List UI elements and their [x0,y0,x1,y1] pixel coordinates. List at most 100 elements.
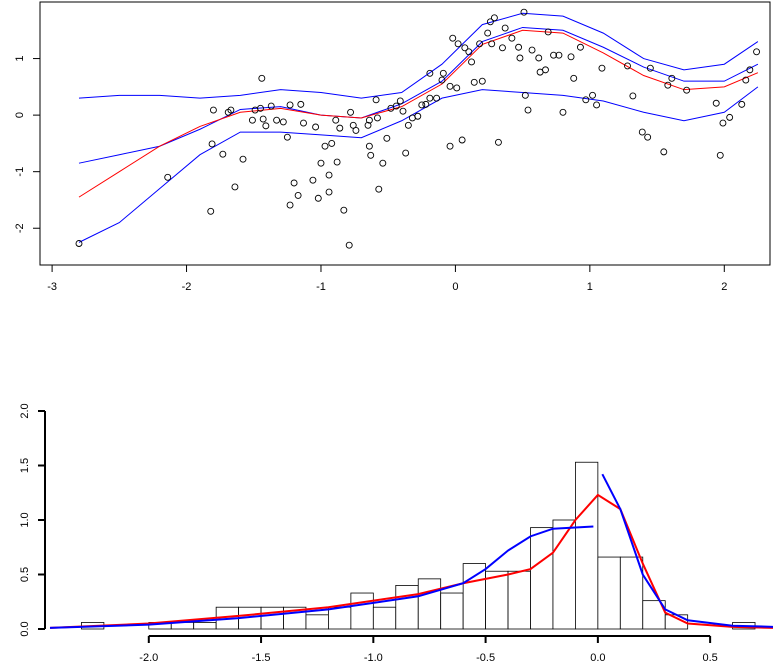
x-tick-label: -1 [316,281,326,293]
point [392,102,400,110]
point [259,115,267,123]
bar [462,563,486,630]
point [683,86,691,94]
y-tick-label: -1 [14,167,26,177]
point [593,101,601,109]
bar [485,570,509,630]
point [499,44,506,52]
point [453,84,461,92]
point [738,100,746,108]
x-tick-label: -1.0 [364,652,383,664]
point [347,108,355,116]
y-tick-label: 1.5 [19,458,31,473]
point [383,134,391,142]
point [365,116,373,124]
point [426,94,434,102]
point [629,92,637,100]
point [470,78,478,86]
point [379,159,387,167]
point [716,151,724,159]
point [638,128,646,136]
point [668,74,676,82]
point [290,179,298,187]
point [468,58,475,66]
point [508,34,516,42]
point [494,138,502,146]
curve [49,473,773,629]
point [267,102,275,110]
point [325,188,333,196]
point [314,194,322,202]
point [208,140,216,148]
bar [507,570,531,630]
point [555,51,563,59]
point [219,150,227,158]
point [461,44,469,52]
point [345,241,353,249]
point [746,66,754,74]
point [239,155,247,163]
point [516,54,524,62]
point [309,176,317,184]
x-tick-label: 0.5 [702,652,717,664]
point [726,113,734,121]
x-tick-label: -2.0 [139,652,158,664]
point [364,121,372,129]
bar [530,527,554,630]
y-tick-label: 0 [14,112,26,118]
point [484,29,492,37]
point [325,171,333,179]
point [207,207,215,215]
x-tick-label: -1.5 [252,652,271,664]
bar [328,606,352,630]
curve [78,26,759,164]
point [312,123,320,131]
point [490,14,498,22]
point [719,119,727,127]
point [542,66,549,74]
point [446,142,454,150]
bar [575,461,599,630]
point [486,18,494,26]
point [418,101,426,109]
point [664,81,672,89]
x-tick-label: -3 [47,281,57,293]
point [258,74,266,82]
bar [417,578,442,630]
point [231,183,239,191]
x-tick-label: -0.5 [476,652,495,664]
point [488,40,496,48]
y-tick-label: 2.0 [19,403,31,418]
point [375,185,383,193]
point [404,121,412,129]
plot-frame [39,1,771,266]
point [589,91,596,99]
point [317,159,325,167]
bar [597,556,621,630]
point [521,91,529,99]
point [332,116,340,124]
point [439,69,447,77]
point [524,106,532,114]
point [465,48,473,56]
y-tick-label: -2 [14,223,26,233]
point [373,114,381,122]
point [333,158,341,166]
point [426,69,434,77]
x-tick-label: 0.0 [590,652,605,664]
bar [440,592,464,630]
point [458,136,466,144]
point [528,46,536,54]
point [476,40,484,48]
point [75,240,83,247]
point [535,54,543,62]
point [414,112,422,120]
point [365,142,373,150]
x-tick-label: 0 [452,281,458,293]
point [576,43,584,51]
point [402,149,410,157]
point [164,173,172,181]
point [340,206,348,214]
